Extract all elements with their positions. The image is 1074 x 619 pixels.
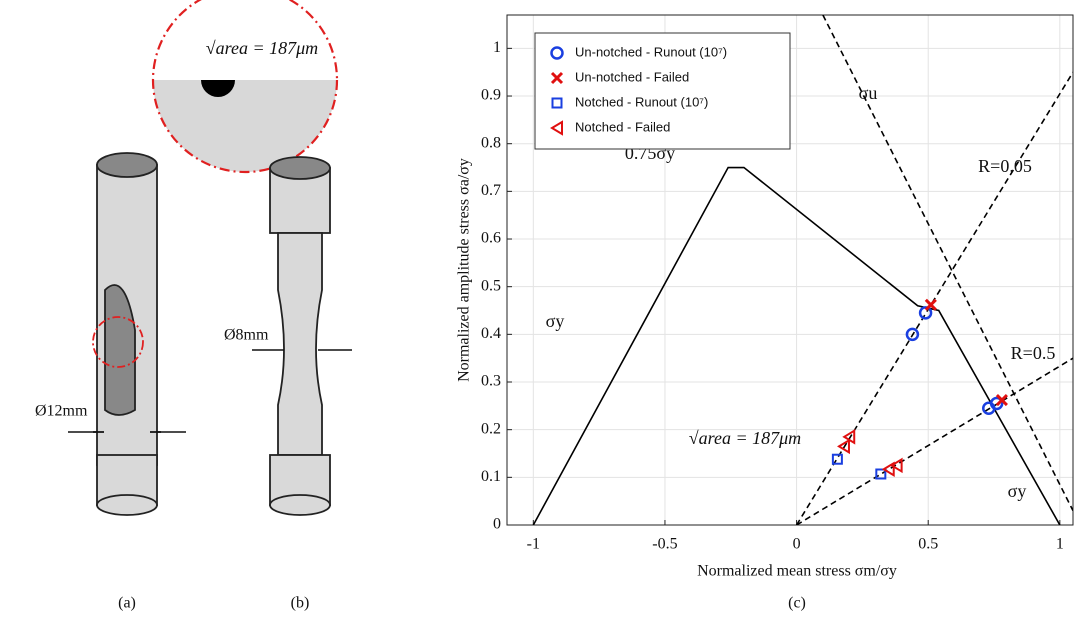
dimension-label: Ø12mm <box>35 403 88 420</box>
legend-label: Un-notched - Failed <box>575 69 689 84</box>
marker-shape <box>550 71 564 85</box>
panel-label: (c) <box>788 595 806 612</box>
y-tick-label: 1 <box>493 39 501 56</box>
y-tick-label: 0.7 <box>481 182 501 199</box>
curve <box>796 357 1073 525</box>
marker-shape <box>918 306 933 320</box>
legend-label: Notched - Runout (10⁷) <box>575 94 708 109</box>
marker-shape <box>924 298 937 311</box>
y-tick-label: 0.1 <box>481 468 501 485</box>
y-tick-label: 0.8 <box>481 134 501 151</box>
marker-shape <box>875 468 887 480</box>
panel-label: (b) <box>291 595 310 612</box>
marker-cross <box>550 71 564 85</box>
annotation: σy <box>546 311 565 331</box>
plot-frame <box>506 14 1074 526</box>
marker-shape <box>995 394 1008 407</box>
marker-shape <box>881 461 895 477</box>
marker-shape <box>842 429 856 445</box>
curve <box>822 15 1073 512</box>
curve <box>795 71 1073 525</box>
curve <box>532 166 1061 525</box>
legend-box <box>534 32 791 150</box>
marker-triangle <box>889 457 903 474</box>
y-axis-label: Normalized amplitude stress σa/σy <box>456 158 473 382</box>
marker-circle <box>905 327 920 342</box>
marker-triangle <box>837 438 850 455</box>
marker-shape <box>550 46 564 60</box>
y-tick-label: 0.9 <box>481 87 501 104</box>
annotation: R=0.5 <box>1011 343 1056 363</box>
y-tick-label: 0.3 <box>481 373 501 390</box>
y-tick-label: 0.4 <box>481 325 501 342</box>
marker-circle <box>550 46 564 60</box>
marker-triangle <box>550 120 563 136</box>
marker-cross <box>995 394 1008 407</box>
marker-square <box>831 453 843 465</box>
marker-shape <box>905 327 920 342</box>
x-tick-label: 0.5 <box>918 536 938 553</box>
legend-label: Un-notched - Runout (10⁷) <box>575 44 727 59</box>
x-tick-label: 1 <box>1056 536 1064 553</box>
y-tick-label: 0 <box>493 516 501 533</box>
legend-label: Notched - Failed <box>575 119 670 134</box>
annotation: σy <box>1008 481 1027 501</box>
x-tick-label: -1 <box>527 536 540 553</box>
y-tick-label: 0.2 <box>481 420 501 437</box>
marker-shape <box>551 97 563 109</box>
marker-shape <box>989 396 1004 411</box>
marker-shape <box>831 453 843 465</box>
marker-shape <box>837 438 850 455</box>
annotation: √area = 187μm <box>689 428 801 448</box>
x-axis-label: Normalized mean stress σm/σy <box>697 563 897 580</box>
specimen-a <box>92 152 161 516</box>
marker-triangle <box>842 429 856 445</box>
y-tick-label: 0.6 <box>481 230 501 247</box>
dimension-label: Ø8mm <box>224 327 269 344</box>
defect-detail <box>151 0 339 174</box>
y-tick-label: 0.5 <box>481 277 501 294</box>
x-tick-label: -0.5 <box>652 536 677 553</box>
marker-triangle <box>881 461 895 477</box>
marker-circle <box>989 396 1004 411</box>
panel-label: (a) <box>118 595 136 612</box>
x-tick-label: 0 <box>793 536 801 553</box>
annotation: σu <box>859 83 878 103</box>
marker-shape <box>550 120 563 136</box>
specimen-b <box>269 156 331 516</box>
marker-square <box>875 468 887 480</box>
marker-square <box>551 97 563 109</box>
annotation: R=0.05 <box>978 156 1032 176</box>
marker-circle <box>918 306 933 320</box>
marker-shape <box>889 457 903 474</box>
marker-cross <box>924 298 937 311</box>
defect-label: √area = 187μm <box>206 38 318 58</box>
